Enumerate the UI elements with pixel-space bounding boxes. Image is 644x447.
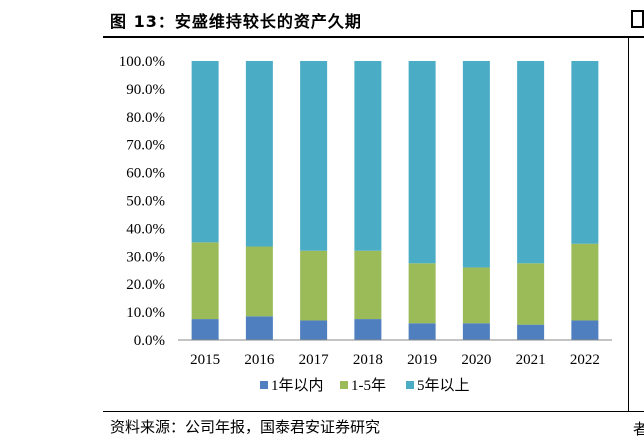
y-tick-label: 40.0%: [126, 221, 165, 237]
bar-segment: [354, 61, 382, 251]
bar-segment: [462, 267, 490, 324]
legend-label: 1-5年: [351, 377, 386, 394]
y-tick-label: 90.0%: [126, 82, 165, 98]
x-tick-label: 2020: [461, 352, 491, 368]
bar-segment: [191, 242, 219, 320]
bar-segment: [462, 323, 490, 340]
bar-segment: [408, 323, 436, 340]
y-tick-label: 10.0%: [126, 305, 165, 321]
bottom-rule: [103, 411, 644, 412]
bar-segment: [517, 324, 545, 340]
bar-segment: [517, 263, 545, 325]
right-cut-text: 者: [633, 420, 644, 438]
x-tick-label: 2022: [570, 352, 600, 368]
y-tick-label: 50.0%: [126, 194, 165, 210]
bar-segment: [354, 319, 382, 340]
bar-segment: [245, 246, 273, 317]
corner-mark: [631, 10, 644, 28]
figure-title: 图 13：安盛维持较长的资产久期: [110, 12, 362, 31]
legend-label: 1年以内: [271, 377, 324, 394]
x-tick-label: 2018: [353, 352, 383, 368]
bar-segment: [408, 61, 436, 264]
y-axis-ticks: 0.0% 10.0% 20.0% 30.0% 40.0% 50.0% 60.0% 70.0% 8…: [119, 54, 165, 349]
y-tick-label: 80.0%: [126, 110, 165, 126]
bar-segment: [571, 243, 599, 321]
bar-segment: [191, 319, 219, 340]
x-axis-ticks: 2015 2016 2017 2018 2019 2020 2021 2022: [190, 352, 600, 368]
legend-swatch: [406, 381, 414, 389]
bar-segment: [517, 61, 545, 264]
x-tick-label: 2017: [299, 352, 330, 368]
right-divider: [628, 36, 629, 411]
x-tick-label: 2015: [190, 352, 220, 368]
bar-segment: [354, 250, 382, 320]
y-tick-label: 60.0%: [126, 166, 165, 182]
x-tick-label: 2021: [516, 352, 546, 368]
bar-segment: [245, 61, 273, 247]
bar-segment: [571, 61, 599, 244]
y-tick-label: 70.0%: [126, 138, 165, 154]
top-rule: [103, 36, 644, 38]
source-note: 资料来源：公司年报，国泰君安证券研究: [110, 418, 381, 436]
bar-segment: [571, 320, 599, 340]
legend-swatch: [260, 381, 268, 389]
bars: [191, 61, 599, 340]
bar-segment: [245, 316, 273, 340]
bar-segment: [300, 61, 328, 251]
y-tick-label: 20.0%: [126, 277, 165, 293]
y-tick-label: 0.0%: [134, 333, 165, 349]
x-tick-label: 2016: [244, 352, 275, 368]
bar-segment: [408, 263, 436, 324]
y-tick-label: 100.0%: [119, 54, 165, 70]
bar-segment: [300, 250, 328, 321]
legend-swatch: [340, 381, 348, 389]
bar-segment: [462, 61, 490, 268]
bar-segment: [191, 61, 219, 243]
legend: 1年以内 1-5年 5年以上: [260, 377, 470, 394]
legend-label: 5年以上: [417, 377, 470, 394]
y-tick-label: 30.0%: [126, 249, 165, 265]
bar-segment: [300, 320, 328, 340]
x-tick-label: 2019: [407, 352, 437, 368]
